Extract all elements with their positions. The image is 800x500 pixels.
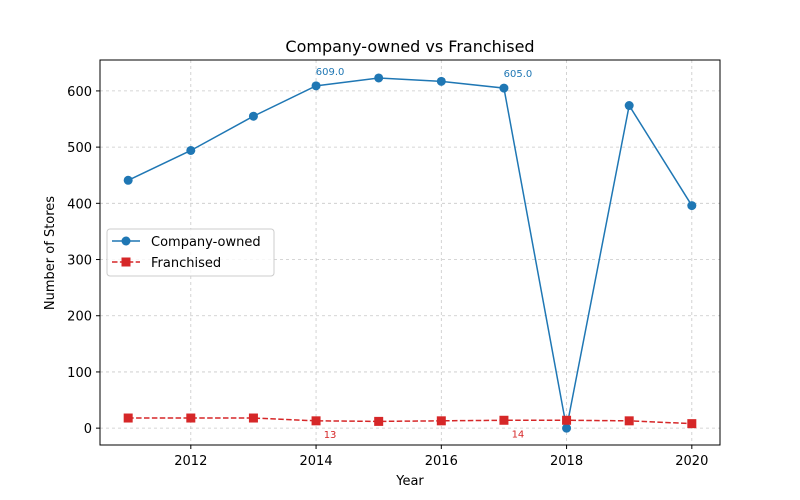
data-point-franchised [562, 415, 572, 425]
x-tick-label: 2016 [425, 454, 458, 469]
data-point-franchised [374, 416, 384, 426]
data-point-franchised [436, 416, 446, 426]
data-point-company-owned [436, 76, 446, 86]
x-tick-label: 2020 [675, 454, 708, 469]
legend-label-company-owned: Company-owned [151, 235, 261, 250]
data-point-company-owned [374, 73, 384, 83]
data-point-company-owned [311, 81, 321, 91]
data-point-franchised [311, 416, 321, 426]
data-point-franchised [123, 413, 133, 423]
data-point-company-owned [562, 423, 572, 433]
y-tick-label: 600 [67, 85, 92, 100]
data-point-company-owned [687, 201, 697, 211]
legend-label-franchised: Franchised [151, 256, 221, 271]
y-tick-label: 300 [67, 254, 92, 269]
y-tick-label: 200 [67, 310, 92, 325]
legend-item-company-owned: Company-owned [112, 235, 261, 250]
data-point-franchised [687, 419, 697, 429]
y-tick-label: 0 [84, 422, 92, 437]
data-point-company-owned [186, 145, 196, 155]
data-label: 13 [324, 430, 337, 441]
x-tick-label: 2012 [174, 454, 207, 469]
circle-marker-icon [121, 236, 131, 246]
y-axis-label: Number of Stores [43, 196, 58, 310]
series-franchised [123, 413, 697, 429]
x-tick-label: 2018 [550, 454, 583, 469]
x-axis: 2012 2014 2016 2018 2020 [174, 445, 708, 469]
legend-item-franchised: Franchised [112, 256, 221, 271]
legend-frame [106, 228, 275, 277]
data-point-company-owned [123, 175, 133, 185]
data-point-franchised [624, 416, 634, 426]
chart-title: Company-owned vs Franchised [285, 37, 534, 56]
data-point-company-owned [624, 101, 634, 111]
y-tick-label: 500 [67, 141, 92, 156]
legend: Company-owned Franchised [106, 228, 275, 277]
data-point-franchised [186, 413, 196, 423]
series-line-company-owned [127, 77, 693, 429]
data-label: 605.0 [504, 69, 533, 80]
plot-frame [99, 59, 721, 446]
data-point-franchised [499, 415, 509, 425]
y-axis: 0 100 200 300 400 500 600 [67, 85, 100, 437]
x-axis-label: Year [395, 474, 424, 489]
data-label: 609.0 [316, 67, 345, 78]
data-point-company-owned [248, 111, 258, 121]
data-label: 14 [512, 429, 525, 440]
data-point-franchised [248, 413, 258, 423]
series-line-franchised [128, 417, 692, 425]
y-tick-label: 100 [67, 366, 92, 381]
y-tick-label: 400 [67, 197, 92, 212]
series-company-owned [123, 73, 697, 433]
square-marker-icon [121, 257, 131, 267]
plot-area [123, 73, 697, 433]
annotations: 609.0 605.0 13 14 [316, 67, 533, 441]
data-point-company-owned [499, 83, 509, 93]
x-tick-label: 2014 [300, 454, 333, 469]
